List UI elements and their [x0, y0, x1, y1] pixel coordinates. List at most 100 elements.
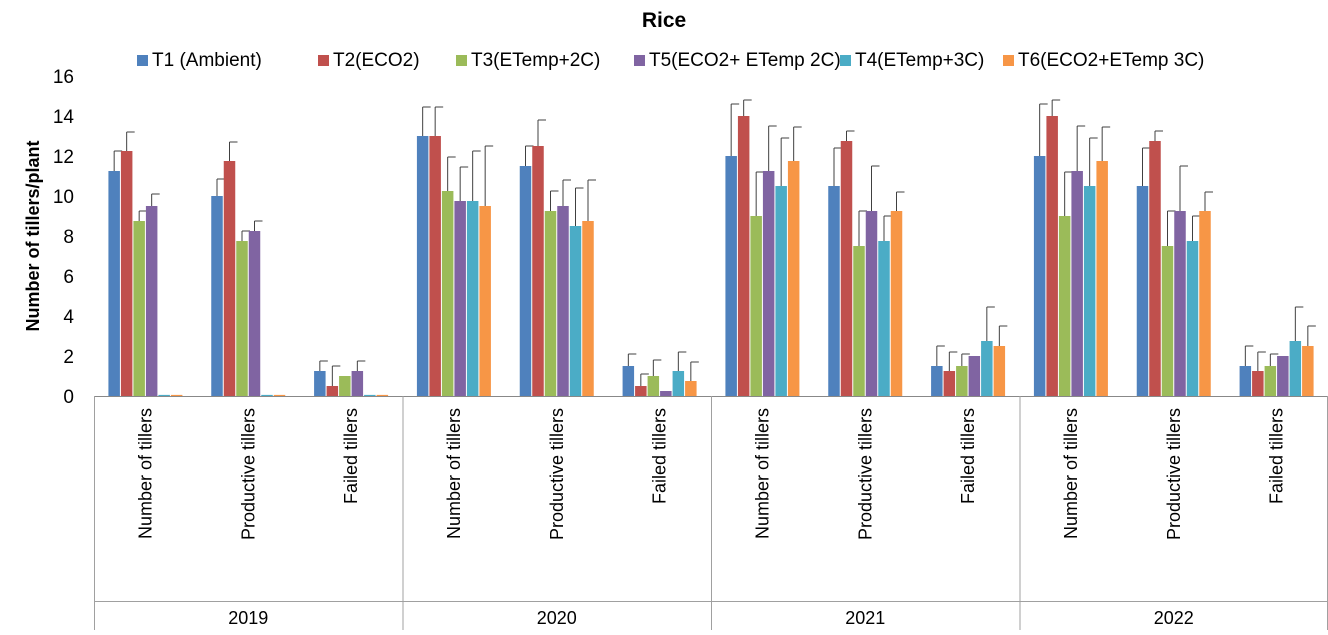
group-label: 2019: [228, 608, 268, 628]
bar: [1264, 366, 1277, 396]
bar: [454, 201, 466, 396]
legend-label: T5(ECO2+ ETemp 2C): [649, 50, 841, 71]
bar: [211, 196, 223, 396]
bar: [236, 241, 248, 396]
legend-swatch: [840, 55, 851, 66]
bar: [326, 386, 339, 396]
category-label: Productive tillers: [547, 408, 567, 540]
bar: [1239, 366, 1252, 396]
bar: [685, 381, 697, 396]
bar: [569, 226, 582, 396]
bar: [416, 136, 429, 396]
bar: [931, 366, 943, 396]
y-tick-label: 4: [63, 307, 74, 328]
legend-swatch: [456, 55, 467, 66]
bar: [865, 211, 878, 396]
legend-label: T3(ETemp+2C): [471, 50, 600, 71]
bar: [956, 366, 968, 396]
bar: [1058, 216, 1071, 396]
bar: [108, 171, 120, 396]
group-label: 2020: [537, 608, 577, 628]
bar: [466, 201, 479, 396]
bar: [660, 391, 672, 396]
y-tick-label: 14: [53, 107, 75, 128]
y-tick-label: 16: [53, 67, 74, 88]
bar: [223, 161, 236, 396]
y-tick-label: 10: [53, 187, 74, 208]
bar: [1083, 186, 1096, 396]
bar: [878, 241, 890, 396]
bar: [314, 371, 326, 396]
bar: [737, 116, 750, 396]
category-label: Number of tillers: [1061, 408, 1081, 539]
bar: [981, 341, 993, 396]
bar: [762, 171, 775, 396]
bar: [544, 211, 557, 396]
bar: [339, 376, 351, 396]
category-label: Productive tillers: [855, 408, 875, 540]
bar: [1289, 341, 1302, 396]
category-label: Failed tillers: [650, 408, 670, 504]
bar: [828, 186, 840, 396]
category-label: Failed tillers: [341, 408, 361, 504]
bar: [1277, 356, 1289, 396]
bar: [1161, 246, 1174, 396]
bar: [479, 206, 491, 396]
bars-layer: [108, 99, 1316, 397]
bar: [840, 141, 853, 396]
y-tick-label: 8: [63, 227, 74, 248]
bar: [775, 186, 787, 396]
y-tick-label: 12: [53, 147, 74, 168]
category-label: Failed tillers: [1267, 408, 1287, 504]
bar: [787, 161, 800, 396]
legend-label: T4(ETemp+3C): [855, 50, 984, 71]
bar: [672, 371, 685, 396]
bar: [993, 346, 1006, 396]
bar: [943, 371, 956, 396]
bar: [1149, 141, 1161, 396]
bar: [1199, 211, 1211, 396]
y-tick-label: 6: [63, 267, 74, 288]
category-label: Failed tillers: [958, 408, 978, 504]
bar: [351, 371, 364, 396]
legend-swatch: [634, 55, 645, 66]
bar: [1033, 156, 1046, 396]
legend: T1 (Ambient) T2(ECO2) T3(ETemp+2C) T5(ECO2+…: [137, 50, 1204, 71]
bar: [1071, 171, 1083, 396]
bar: [622, 366, 635, 396]
legend-swatch: [1003, 55, 1014, 66]
bar: [582, 221, 594, 396]
bar: [1174, 211, 1186, 396]
bar: [968, 356, 981, 396]
category-label: Number of tillers: [444, 408, 464, 539]
bar: [519, 166, 532, 396]
category-label: Productive tillers: [1164, 408, 1184, 540]
legend-label: T6(ECO2+ETemp 3C): [1018, 50, 1204, 71]
bar: [441, 191, 454, 396]
bar: [1136, 186, 1149, 396]
bar: [890, 211, 903, 396]
category-label: Productive tillers: [238, 408, 258, 540]
bar: [1302, 346, 1314, 396]
bar: [647, 376, 660, 396]
bar: [145, 206, 158, 396]
bar: [1046, 116, 1058, 396]
legend-label: T2(ECO2): [333, 50, 420, 71]
legend-label: T1 (Ambient): [152, 50, 262, 71]
bar: [725, 156, 737, 396]
bar: [429, 136, 441, 396]
category-label: Number of tillers: [135, 408, 155, 539]
y-tick-label: 0: [63, 387, 74, 408]
group-label: 2021: [845, 608, 885, 628]
bar: [532, 146, 544, 396]
bar: [1186, 241, 1199, 396]
bar: [1096, 161, 1108, 396]
bar: [557, 206, 569, 396]
category-label: Number of tillers: [752, 408, 772, 539]
legend-swatch: [137, 55, 148, 66]
y-axis: 0 2 4 6 8 10 12 14 16: [53, 67, 75, 408]
bar: [248, 231, 261, 396]
x-axis: Number of tillers Productive tillers Faile…: [94, 396, 1328, 630]
bar: [635, 386, 647, 396]
